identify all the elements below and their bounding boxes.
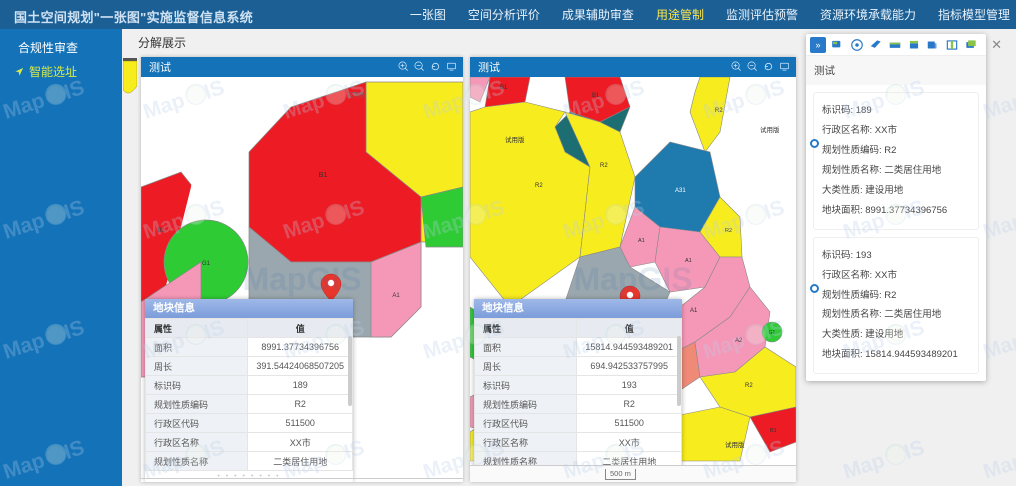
svg-text:B1: B1 (319, 172, 328, 179)
svg-text:A1: A1 (690, 308, 698, 314)
svg-text:B1: B1 (157, 228, 165, 234)
svg-text:试用版: 试用版 (505, 135, 525, 144)
svg-text:试用版: 试用版 (760, 125, 780, 134)
svg-text:A1: A1 (638, 238, 645, 244)
svg-text:A1: A1 (392, 293, 400, 299)
svg-text:试用版: 试用版 (725, 440, 745, 449)
svg-text:R2: R2 (535, 183, 543, 189)
svg-text:试用版: 试用版 (347, 91, 365, 99)
svg-text:G1: G1 (202, 261, 211, 267)
svg-text:B1: B1 (770, 428, 777, 434)
svg-text:B1: B1 (592, 93, 600, 99)
svg-text:A1: A1 (685, 258, 692, 264)
svg-text:A31: A31 (675, 188, 686, 194)
svg-text:R2: R2 (725, 228, 732, 234)
svg-text:R2: R2 (745, 383, 753, 389)
svg-text:R2: R2 (715, 108, 723, 114)
svg-text:R2: R2 (600, 163, 608, 169)
svg-text:B1: B1 (500, 85, 508, 91)
svg-text:A2: A2 (735, 338, 743, 344)
svg-text:G1: G1 (769, 330, 776, 336)
